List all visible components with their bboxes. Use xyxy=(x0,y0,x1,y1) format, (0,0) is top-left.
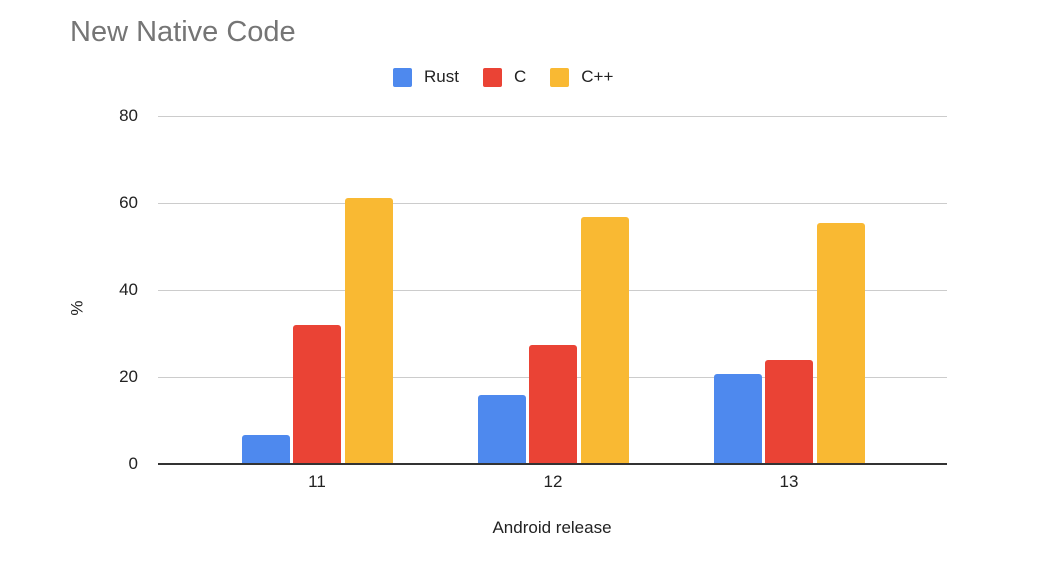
y-tick: 40 xyxy=(119,280,138,299)
legend-item-rust[interactable]: Rust xyxy=(393,67,459,87)
y-tick: 80 xyxy=(119,106,138,125)
legend-swatch-c xyxy=(482,67,502,87)
y-tick: 60 xyxy=(119,193,138,212)
bar-c-13[interactable] xyxy=(765,360,813,464)
bar-rust-13[interactable] xyxy=(713,373,762,464)
x-tick: 13 xyxy=(779,472,799,491)
legend: Rust C C++ xyxy=(393,66,637,88)
chart-title: New Native Code xyxy=(70,16,296,48)
y-tick: 0 xyxy=(128,454,138,473)
bar-cpp-13[interactable] xyxy=(816,223,865,464)
bar-cpp-12[interactable] xyxy=(580,216,629,464)
legend-label: C xyxy=(513,67,527,86)
x-axis-line xyxy=(158,463,947,465)
bar-c-11[interactable] xyxy=(293,324,341,464)
bar-rust-11[interactable] xyxy=(241,434,290,464)
plot-area xyxy=(158,116,947,465)
y-tick: 20 xyxy=(119,367,138,386)
legend-item-cpp[interactable]: C++ xyxy=(550,67,613,87)
bar-cpp-11[interactable] xyxy=(344,197,393,464)
gridline xyxy=(158,116,947,117)
bar-c-12[interactable] xyxy=(529,344,577,464)
y-axis-ticks: 80 60 40 20 0 xyxy=(0,106,148,473)
legend-swatch-cpp xyxy=(550,67,570,87)
x-tick: 12 xyxy=(543,472,563,491)
legend-item-c[interactable]: C xyxy=(482,67,527,87)
legend-label: Rust xyxy=(424,67,459,86)
legend-swatch-rust xyxy=(393,67,412,87)
x-tick: 11 xyxy=(308,472,326,491)
bar-rust-12[interactable] xyxy=(477,394,526,464)
gridline xyxy=(158,203,947,204)
x-axis-label: Android release xyxy=(492,518,612,537)
gridline xyxy=(158,290,947,291)
legend-label: C++ xyxy=(581,67,614,86)
